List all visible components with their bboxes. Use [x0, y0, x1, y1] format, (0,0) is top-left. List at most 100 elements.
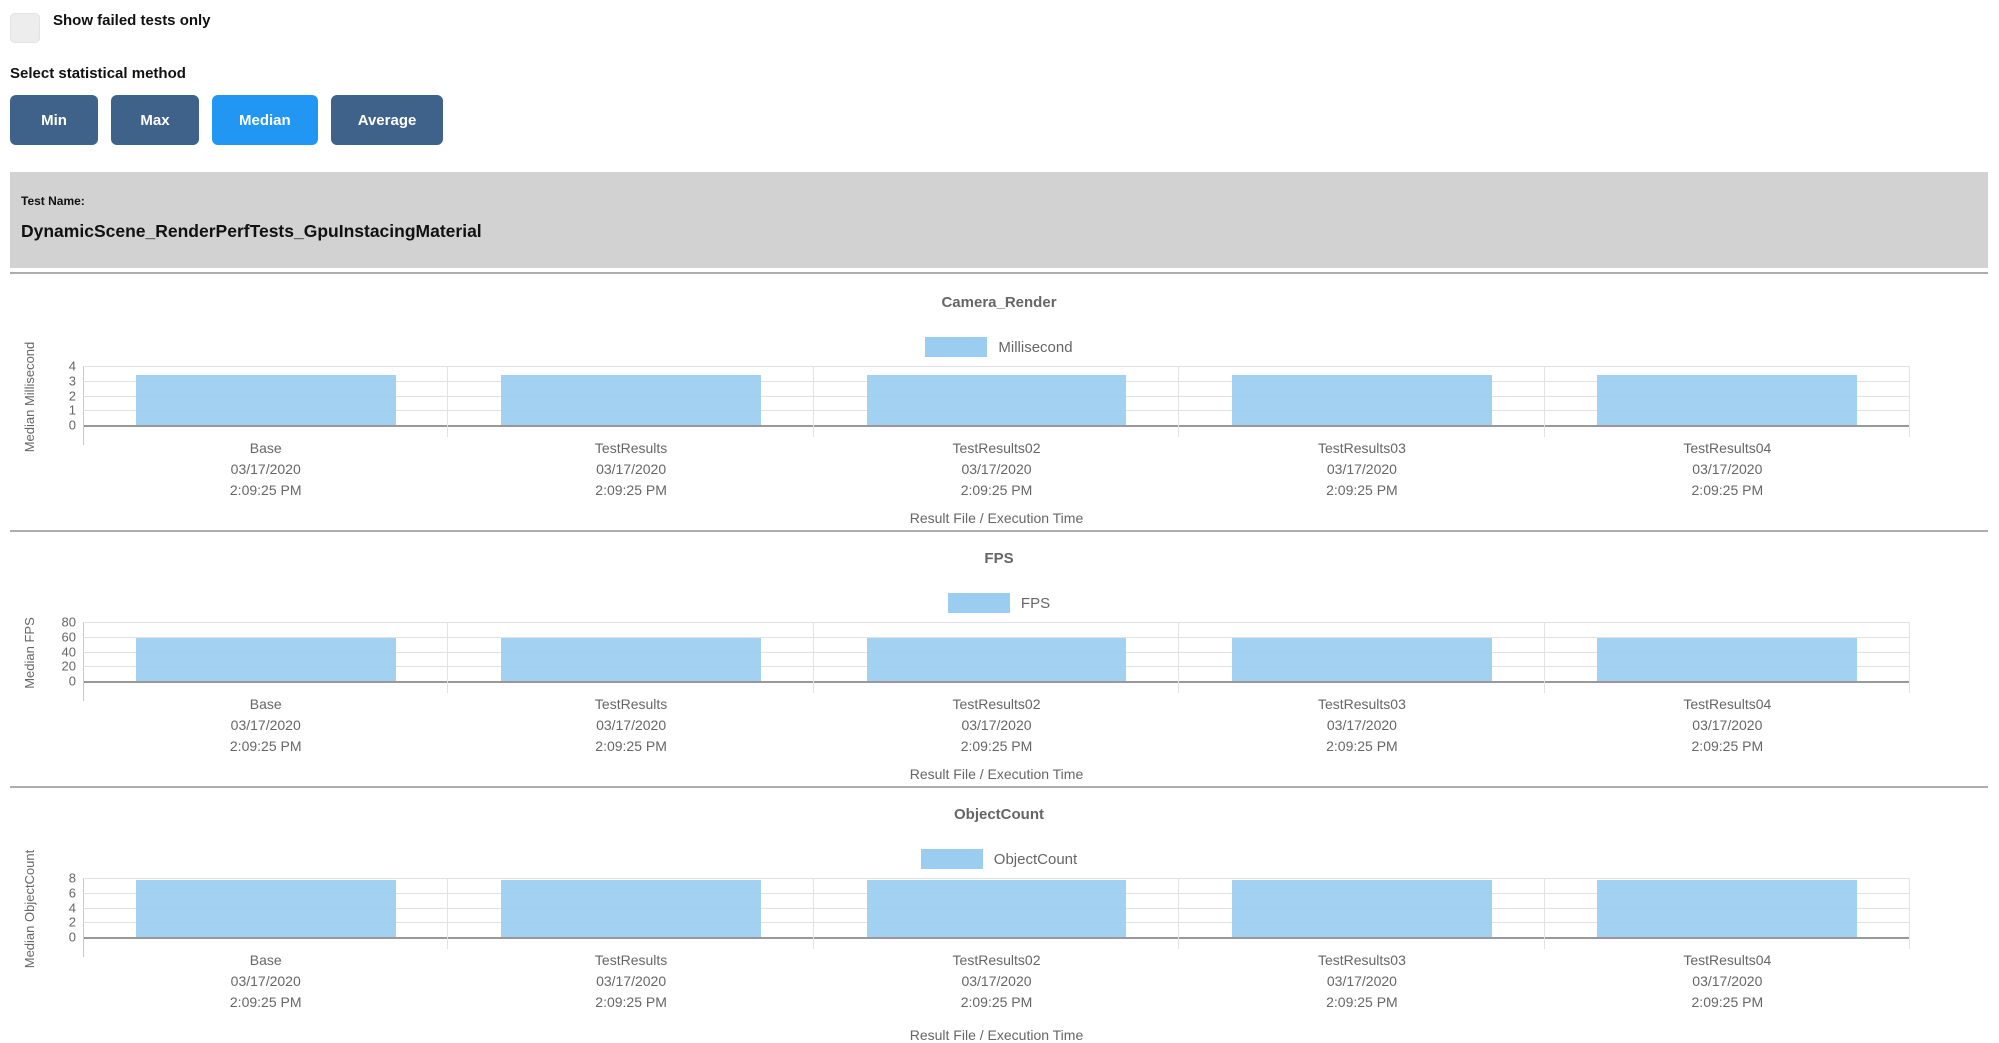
x-category-label: TestResults02 03/17/2020 2:09:25 PM [952, 440, 1041, 498]
y-tick-label: 1 [68, 402, 76, 418]
y-tick-label: 0 [68, 673, 76, 689]
stat-button-min[interactable]: Min [10, 95, 98, 145]
category-separator [1543, 622, 1545, 693]
category-separator [447, 622, 449, 693]
chart-title: ObjectCount [954, 806, 1044, 823]
y-axis-line [83, 878, 84, 957]
x-axis-labels: Base 03/17/2020 2:09:25 PM TestResults 03/17… [10, 950, 1910, 1013]
x-category-label: TestResults03 03/17/2020 2:09:25 PM [1317, 440, 1406, 498]
show-failed-checkbox[interactable] [10, 13, 40, 43]
y-axis-label: Median Millisecond [22, 341, 37, 452]
bar-testresults[interactable] [501, 880, 762, 937]
y-axis-ticks: 0 20 40 60 80 [46, 615, 83, 689]
y-tick-label: 40 [61, 644, 76, 659]
category-separator [812, 366, 814, 437]
plot-area [83, 622, 1910, 701]
bar-base[interactable] [135, 638, 396, 681]
bar-testresults04[interactable] [1597, 880, 1858, 937]
y-tick-label: 2 [68, 388, 76, 403]
category-separator [1543, 878, 1545, 949]
gridline [83, 636, 1910, 638]
x-category-label: TestResults03 03/17/2020 2:09:25 PM [1317, 696, 1406, 754]
x-axis-title: Result File / Execution Time [909, 1027, 1084, 1043]
show-failed-label: Show failed tests only [53, 12, 211, 29]
x-category-label: TestResults02 03/17/2020 2:09:25 PM [952, 952, 1041, 1010]
x-axis-labels: Base 03/17/2020 2:09:25 PM TestResults 03/17… [10, 694, 1910, 757]
bar-testresults03[interactable] [1231, 374, 1492, 425]
legend-swatch [920, 849, 983, 869]
y-tick-label: 3 [68, 373, 76, 389]
category-separator [447, 366, 449, 437]
stat-method-buttons: Min Max Median Average [10, 95, 1988, 145]
bar-testresults04[interactable] [1597, 374, 1858, 425]
show-failed-row: Show failed tests only [10, 12, 1988, 43]
y-axis-label: Median ObjectCount [22, 849, 37, 968]
category-separator [1909, 366, 1910, 437]
x-category-label: TestResults04 03/17/2020 2:09:25 PM [1683, 696, 1772, 754]
x-axis-labels: Base 03/17/2020 2:09:25 PM TestResults 03/17… [10, 438, 1910, 501]
test-name-value: DynamicScene_RenderPerfTests_GpuInstacin… [21, 221, 482, 241]
category-separator [1178, 366, 1180, 437]
x-category-label: TestResults04 03/17/2020 2:09:25 PM [1683, 440, 1772, 498]
gridline [83, 622, 1910, 623]
category-separator [1909, 622, 1910, 693]
bar-testresults03[interactable] [1231, 638, 1492, 681]
stat-method-label: Select statistical method [10, 65, 186, 82]
x-category-label: TestResults 03/17/2020 2:09:25 PM [594, 696, 668, 754]
bar-base[interactable] [135, 374, 396, 425]
test-name-banner: Test Name: DynamicScene_RenderPerfTests_… [10, 172, 1988, 268]
section-divider [10, 272, 1988, 274]
gridline [83, 366, 1910, 367]
y-tick-label: 6 [68, 885, 76, 901]
x-category-label: TestResults 03/17/2020 2:09:25 PM [594, 440, 668, 498]
chart-section-objectcount: ObjectCount ObjectCount Median ObjectCou… [10, 806, 1988, 1043]
x-axis-title: Result File / Execution Time [909, 766, 1084, 782]
x-axis-title: Result File / Execution Time [909, 510, 1084, 526]
chart-title: FPS [984, 550, 1014, 567]
category-separator [1178, 622, 1180, 693]
bar-testresults02[interactable] [866, 638, 1127, 681]
y-tick-label: 2 [68, 914, 76, 930]
x-category-label: TestResults 03/17/2020 2:09:25 PM [594, 952, 668, 1010]
plot-area [83, 366, 1910, 445]
x-category-label: Base 03/17/2020 2:09:25 PM [229, 440, 302, 498]
plot-area [83, 878, 1910, 957]
y-tick-label: 4 [68, 900, 76, 915]
section-divider [10, 530, 1988, 532]
gridline [83, 878, 1910, 879]
bar-testresults02[interactable] [866, 880, 1127, 937]
legend-swatch [925, 337, 988, 357]
bar-testresults[interactable] [501, 638, 762, 681]
legend-label: Millisecond [998, 338, 1073, 356]
x-category-label: TestResults02 03/17/2020 2:09:25 PM [952, 696, 1041, 754]
stat-button-average[interactable]: Average [330, 95, 444, 145]
y-tick-label: 8 [68, 870, 76, 886]
bar-testresults02[interactable] [866, 374, 1127, 425]
bar-base[interactable] [135, 880, 396, 937]
y-axis-label: Median FPS [22, 616, 37, 689]
chart-title: Camera_Render [941, 294, 1057, 311]
x-category-label: TestResults04 03/17/2020 2:09:25 PM [1683, 952, 1772, 1010]
chart-legend: Millisecond [10, 337, 1988, 357]
y-tick-label: 60 [61, 629, 76, 645]
x-category-label: TestResults03 03/17/2020 2:09:25 PM [1317, 952, 1406, 1010]
stat-button-median[interactable]: Median [212, 95, 318, 145]
bar-testresults04[interactable] [1597, 638, 1858, 681]
y-tick-label: 80 [61, 614, 76, 630]
legend-label: ObjectCount [993, 850, 1078, 868]
y-tick-label: 0 [68, 417, 76, 433]
section-divider [10, 786, 1988, 788]
category-separator [812, 622, 814, 693]
bar-testresults03[interactable] [1231, 880, 1492, 937]
bar-testresults[interactable] [501, 374, 762, 425]
stat-button-max[interactable]: Max [111, 95, 199, 145]
chart-legend: ObjectCount [10, 849, 1988, 869]
chart-legend: FPS [10, 593, 1988, 613]
x-category-label: Base 03/17/2020 2:09:25 PM [229, 952, 302, 1010]
y-tick-label: 4 [68, 358, 76, 374]
